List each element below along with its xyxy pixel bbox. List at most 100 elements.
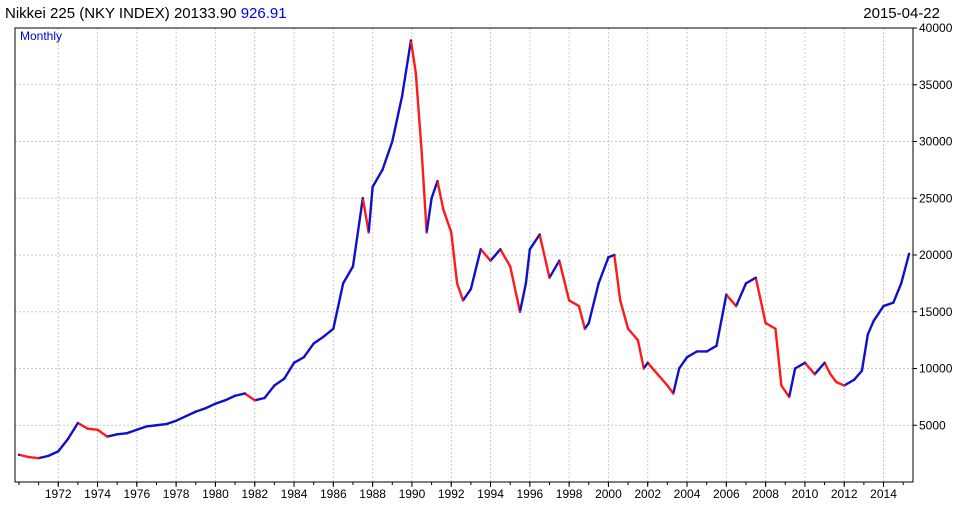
price-point — [184, 415, 188, 418]
price-segment — [860, 333, 870, 372]
price-point — [381, 168, 384, 171]
x-tick-label: 1998 — [556, 487, 583, 501]
price-point — [524, 282, 528, 285]
price-point — [866, 333, 869, 336]
price-segment — [469, 248, 482, 291]
price-point — [351, 265, 355, 268]
price-point — [66, 437, 70, 440]
price-segment — [672, 367, 681, 395]
chart-date: 2015-04-22 — [863, 5, 940, 22]
price-point — [509, 265, 512, 268]
price-segment — [685, 350, 699, 359]
x-tick-label: 1984 — [281, 487, 308, 501]
chart-header: Nikkei 225 (NKY INDEX) 20133.90 926.91 2… — [0, 0, 960, 28]
price-point — [499, 248, 502, 251]
price-segment — [567, 299, 581, 308]
price-point — [165, 423, 168, 426]
price-segment — [361, 197, 370, 234]
x-tick-label: 1988 — [359, 487, 386, 501]
price-point — [420, 151, 423, 154]
y-tick-label: 35000 — [919, 78, 953, 92]
price-point — [558, 259, 561, 262]
price-segment — [780, 384, 791, 399]
x-tick-label: 1980 — [202, 487, 229, 501]
price-point — [900, 282, 903, 285]
price-segment — [619, 299, 630, 330]
y-tick-label: 5000 — [919, 418, 946, 432]
price-segment — [518, 282, 528, 313]
x-tick-label: 1974 — [84, 487, 111, 501]
price-segment — [866, 319, 875, 336]
price-point — [829, 373, 832, 376]
price-point — [518, 310, 522, 313]
price-point — [823, 361, 826, 364]
price-point — [436, 180, 439, 183]
price-point — [469, 287, 472, 291]
x-tick-label: 1994 — [477, 487, 504, 501]
price-segment — [843, 378, 856, 387]
x-tick-label: 1996 — [516, 487, 543, 501]
change-value: 926.91 — [240, 5, 287, 22]
price-point — [17, 453, 21, 456]
x-tick-label: 2012 — [831, 487, 858, 501]
price-segment — [577, 304, 587, 330]
price-point — [425, 231, 428, 234]
price-series — [17, 39, 911, 460]
price-segment — [823, 361, 832, 376]
price-point — [613, 253, 616, 257]
price-point — [764, 322, 767, 325]
price-segment — [302, 342, 315, 359]
price-segment — [263, 384, 276, 400]
price-segment — [341, 265, 355, 285]
price-point — [892, 301, 895, 304]
price-point — [695, 350, 698, 353]
price-segment — [96, 428, 109, 438]
price-point — [342, 282, 345, 285]
price-point — [803, 361, 807, 364]
price-point — [907, 252, 911, 255]
price-segment — [455, 282, 465, 302]
price-segment — [538, 233, 551, 279]
price-segment — [66, 421, 80, 441]
price-segment — [37, 454, 50, 460]
price-point — [860, 369, 864, 372]
price-segment — [900, 252, 911, 285]
price-segment — [57, 437, 70, 453]
price-point — [302, 356, 305, 359]
price-segment — [872, 304, 885, 323]
y-axis: 5000 10000 15000 20000 25000 30000 35000 40000 — [913, 21, 953, 432]
price-point — [788, 395, 791, 398]
price-segment — [283, 361, 296, 380]
price-segment — [233, 392, 247, 397]
price-segment — [656, 372, 669, 387]
price-point — [263, 396, 266, 400]
price-segment — [17, 453, 30, 459]
price-segment — [165, 419, 178, 426]
price-segment — [548, 259, 561, 279]
price-point — [145, 425, 148, 428]
price-point — [214, 402, 217, 405]
x-tick-label: 2014 — [870, 487, 897, 501]
price-segment — [666, 384, 675, 395]
price-segment — [528, 233, 541, 251]
price-segment — [754, 276, 767, 325]
price-segment — [409, 39, 418, 75]
price-segment — [115, 431, 129, 436]
price-point — [568, 299, 571, 302]
price-segment — [852, 369, 864, 382]
price-point — [332, 327, 335, 330]
price-point — [656, 373, 659, 376]
price-point — [626, 327, 630, 330]
chart-title: Nikkei 225 (NKY INDEX) 20133.90 926.91 — [5, 5, 287, 22]
price-point — [361, 197, 364, 200]
price-segment — [351, 197, 364, 268]
price-point — [528, 248, 531, 251]
price-segment — [597, 256, 610, 285]
x-tick-label: 1978 — [163, 487, 190, 501]
price-point — [96, 428, 99, 431]
price-segment — [155, 422, 168, 427]
price-point — [619, 299, 622, 302]
price-point — [725, 293, 728, 296]
price-point — [587, 322, 590, 325]
price-segment — [788, 367, 797, 399]
